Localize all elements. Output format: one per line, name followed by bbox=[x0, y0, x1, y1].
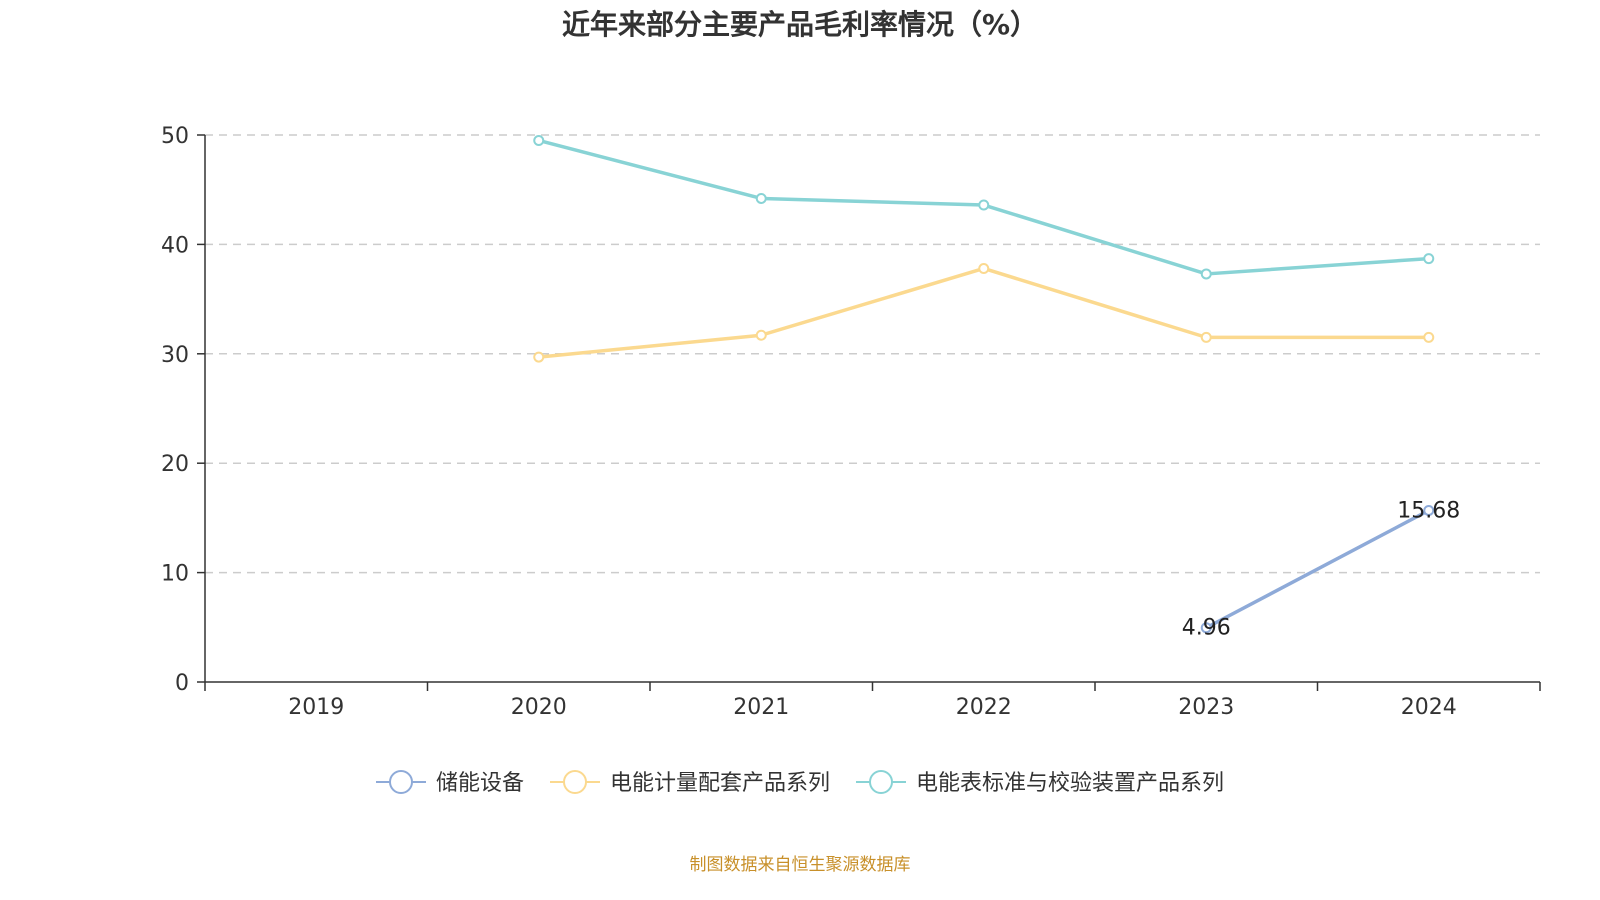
data-point[interactable] bbox=[1200, 331, 1212, 343]
legend-item[interactable]: 储能设备 bbox=[376, 770, 524, 796]
data-label: 15.68 bbox=[1397, 498, 1460, 523]
x-tick-label: 2023 bbox=[1178, 695, 1234, 720]
legend-item[interactable]: 电能表标准与校验装置产品系列 bbox=[856, 770, 1224, 796]
axes: 0 10 20 30 40 50 2019 2020 2021 2022 2023 2024 bbox=[161, 124, 1541, 720]
series-layer: 4.96 15.68 bbox=[533, 134, 1460, 641]
legend-label: 电能表标准与校验装置产品系列 bbox=[916, 771, 1224, 796]
y-tick-label: 50 bbox=[161, 124, 189, 149]
grid bbox=[205, 134, 1540, 574]
series-line bbox=[1205, 508, 1430, 630]
x-tick-label: 2021 bbox=[733, 695, 789, 720]
data-point[interactable] bbox=[1200, 268, 1212, 280]
data-point[interactable] bbox=[1200, 622, 1212, 634]
data-point[interactable] bbox=[755, 192, 767, 204]
x-tick-label: 2019 bbox=[288, 695, 344, 720]
data-point[interactable] bbox=[1423, 504, 1435, 516]
y-tick-label: 20 bbox=[161, 452, 189, 477]
chart-title: 近年来部分主要产品毛利率情况（%） bbox=[562, 8, 1038, 41]
data-point[interactable] bbox=[1423, 331, 1435, 343]
legend-swatch-marker bbox=[563, 770, 587, 794]
x-tick-label: 2024 bbox=[1401, 695, 1457, 720]
y-tick-label: 0 bbox=[175, 671, 189, 696]
data-point[interactable] bbox=[533, 134, 545, 146]
data-label: 4.96 bbox=[1182, 616, 1231, 641]
y-tick-label: 40 bbox=[161, 233, 189, 258]
y-tick-label: 10 bbox=[161, 562, 189, 587]
x-tick-label: 2022 bbox=[956, 695, 1012, 720]
legend[interactable]: 储能设备 电能计量配套产品系列 电能表标准与校验装置产品系列 bbox=[376, 770, 1224, 796]
legend-label: 电能计量配套产品系列 bbox=[610, 771, 830, 796]
data-point[interactable] bbox=[1423, 253, 1435, 265]
data-point[interactable] bbox=[533, 351, 545, 363]
legend-swatch-marker bbox=[389, 770, 413, 794]
data-point[interactable] bbox=[978, 199, 990, 211]
x-tick-label: 2020 bbox=[511, 695, 567, 720]
y-tick-label: 30 bbox=[161, 343, 189, 368]
legend-label: 储能设备 bbox=[436, 771, 524, 796]
data-point[interactable] bbox=[978, 262, 990, 274]
legend-item[interactable]: 电能计量配套产品系列 bbox=[550, 770, 830, 796]
data-point[interactable] bbox=[755, 329, 767, 341]
legend-swatch-marker bbox=[869, 770, 893, 794]
series-line bbox=[538, 266, 1429, 359]
source-note: 制图数据来自恒生聚源数据库 bbox=[690, 855, 911, 875]
